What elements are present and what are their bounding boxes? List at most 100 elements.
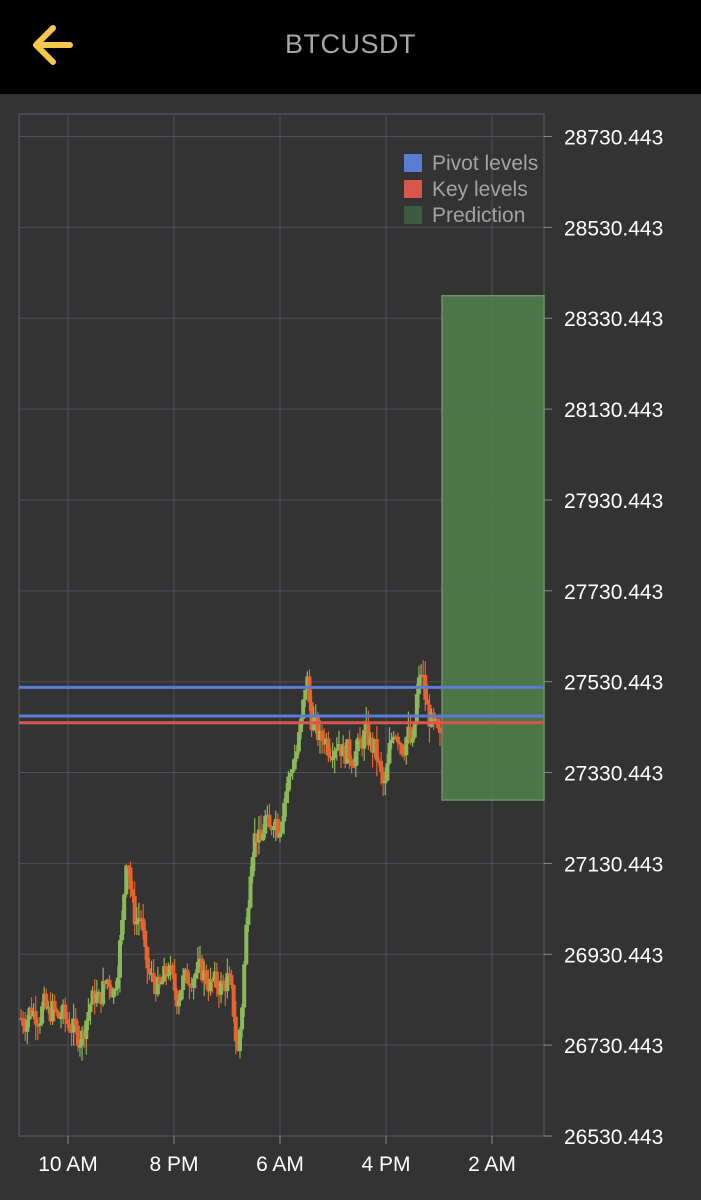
candle-body (208, 978, 213, 992)
candle-body (80, 1030, 85, 1046)
candle-body (176, 1000, 181, 1007)
candle-body (29, 1007, 34, 1017)
candle-body (301, 699, 306, 719)
candle-body (92, 990, 97, 1004)
legend-label: Prediction (432, 204, 525, 227)
candle-body (168, 965, 173, 975)
candle-body (155, 977, 160, 995)
candle-body (265, 814, 270, 817)
candle-body (438, 727, 442, 734)
candle-body (56, 1012, 61, 1019)
candle-body (244, 924, 249, 965)
candle-body (296, 732, 301, 752)
candle-body (227, 973, 232, 976)
price-chart[interactable]: 28730.443 28530.443 28330.443 28130.443 2793… (0, 94, 701, 1200)
candle-body (379, 760, 384, 772)
candle-body (246, 907, 251, 925)
candle-body (366, 721, 371, 746)
candle-body (107, 979, 112, 988)
candle-body (370, 737, 375, 753)
candle-body (429, 712, 434, 727)
candle-body (284, 791, 289, 803)
candle-body (254, 833, 259, 843)
candle-body (353, 751, 358, 767)
candle-body (341, 745, 346, 757)
candle-body (65, 1019, 70, 1025)
candle-body (134, 921, 139, 925)
candle-body (200, 958, 205, 981)
candle-body (271, 825, 276, 831)
candle-body (349, 759, 354, 766)
candle-body (101, 981, 106, 1005)
candle-body (212, 971, 217, 982)
candle-body (261, 833, 266, 841)
candle-body (210, 978, 215, 982)
candle-body (111, 989, 116, 998)
candle-body (311, 718, 316, 731)
candle-body (113, 988, 118, 991)
candle-body (189, 985, 194, 988)
candle-body (214, 971, 219, 988)
chart-axes: 28730.443 28530.443 28330.443 28130.443 2793… (38, 127, 663, 1176)
candle-body (122, 894, 127, 921)
candle-body (59, 1016, 64, 1019)
candle-body (322, 741, 327, 745)
candle-body (421, 674, 426, 677)
candle-body (320, 730, 325, 742)
candle-body (231, 984, 236, 1017)
candle-body (315, 717, 320, 740)
candle-body (27, 1007, 32, 1020)
candle-body (120, 920, 125, 941)
candle-body (82, 1030, 87, 1039)
candle-body (389, 739, 394, 743)
candle-body (105, 979, 110, 984)
candle-body (128, 867, 133, 890)
prediction-zone (441, 294, 545, 801)
candle-body (381, 771, 386, 784)
candle-body (299, 718, 304, 733)
candle-body (240, 1007, 245, 1030)
x-tick-label: 8 PM (149, 1153, 198, 1176)
candle-body (280, 821, 285, 834)
candle-body (294, 751, 299, 759)
candle-body (221, 980, 226, 984)
level-lines (19, 685, 544, 725)
candle-body (233, 1016, 238, 1042)
x-tick-label: 10 AM (38, 1153, 98, 1176)
arrow-left-icon (33, 25, 73, 65)
candle-body (48, 1006, 53, 1022)
legend-swatch (404, 206, 422, 224)
candle-body (46, 1006, 51, 1009)
candle-body (402, 754, 407, 757)
candle-body (334, 748, 339, 751)
candle-body (185, 969, 190, 984)
y-tick-label: 26730.443 (564, 1035, 663, 1058)
candle-body (242, 964, 247, 1008)
candle-body (339, 743, 344, 757)
candle-body (328, 756, 333, 759)
prediction-zone-layer (441, 294, 545, 801)
candle-body (376, 760, 381, 763)
y-tick-label: 28330.443 (564, 308, 663, 331)
candle-body (67, 1024, 72, 1031)
candle-body (412, 722, 417, 738)
candle-body (250, 857, 255, 877)
x-tick-label: 4 PM (361, 1153, 410, 1176)
candle-body (282, 802, 287, 822)
x-tick-label: 6 AM (256, 1153, 304, 1176)
candle-body (115, 977, 120, 989)
candle-body (86, 1012, 91, 1021)
legend-swatch (404, 154, 422, 172)
back-button[interactable] (22, 20, 82, 70)
candle-body (286, 776, 291, 792)
candle-body (195, 961, 200, 974)
y-tick-label: 27130.443 (564, 853, 663, 876)
candle-body (172, 973, 177, 991)
candle-body (75, 1025, 80, 1046)
candle-body (303, 689, 308, 700)
candle-body (174, 990, 179, 1007)
candle-body (181, 975, 186, 991)
candle-body (71, 1018, 76, 1033)
candle-body (267, 814, 272, 828)
candle-body (305, 676, 310, 690)
